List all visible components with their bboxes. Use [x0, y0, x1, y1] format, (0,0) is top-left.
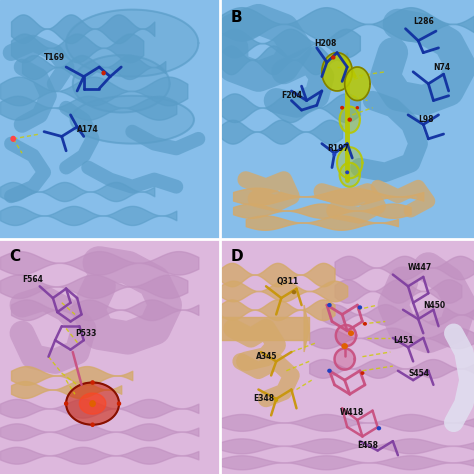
Polygon shape [66, 383, 119, 425]
Text: E348: E348 [254, 394, 274, 403]
Text: L286: L286 [413, 17, 434, 26]
Circle shape [340, 106, 344, 109]
Polygon shape [339, 163, 360, 187]
Text: R197: R197 [327, 144, 349, 153]
Polygon shape [304, 305, 309, 352]
Polygon shape [339, 107, 360, 133]
Circle shape [91, 422, 95, 427]
Text: N74: N74 [433, 63, 451, 72]
Text: W418: W418 [339, 409, 364, 418]
Text: H208: H208 [314, 38, 337, 47]
Polygon shape [79, 393, 106, 414]
Text: N450: N450 [423, 301, 446, 310]
Circle shape [348, 330, 354, 336]
Circle shape [345, 171, 349, 174]
Circle shape [64, 401, 68, 406]
Text: L451: L451 [393, 336, 413, 345]
Text: Q311: Q311 [276, 277, 299, 286]
Text: T169: T169 [44, 53, 65, 62]
Circle shape [292, 290, 296, 294]
Text: E458: E458 [357, 441, 378, 450]
Circle shape [356, 106, 359, 109]
Text: D: D [230, 249, 243, 264]
Circle shape [274, 398, 278, 402]
Circle shape [10, 136, 16, 142]
Circle shape [341, 343, 348, 349]
Text: F204: F204 [281, 91, 302, 100]
Circle shape [327, 369, 332, 373]
Polygon shape [336, 325, 356, 346]
Circle shape [327, 303, 332, 307]
Polygon shape [66, 9, 198, 77]
Polygon shape [337, 147, 363, 178]
Circle shape [360, 371, 365, 375]
Circle shape [331, 55, 336, 60]
Text: A345: A345 [256, 352, 277, 361]
Polygon shape [322, 53, 352, 91]
Text: C: C [9, 249, 20, 264]
Circle shape [89, 400, 96, 407]
Circle shape [117, 401, 121, 406]
Polygon shape [335, 348, 355, 370]
Circle shape [363, 322, 367, 326]
Text: W447: W447 [408, 263, 432, 272]
Text: F564: F564 [22, 275, 43, 284]
Polygon shape [345, 67, 370, 100]
Circle shape [101, 71, 106, 75]
Text: S454: S454 [408, 369, 429, 378]
Text: L98: L98 [418, 115, 434, 124]
Circle shape [347, 118, 352, 122]
Polygon shape [73, 55, 170, 112]
Circle shape [357, 305, 362, 310]
Circle shape [91, 380, 95, 385]
Polygon shape [71, 96, 194, 144]
Text: A174: A174 [77, 125, 99, 134]
Text: B: B [230, 9, 242, 25]
Text: P533: P533 [75, 329, 96, 337]
Circle shape [332, 153, 336, 156]
Circle shape [377, 426, 381, 430]
